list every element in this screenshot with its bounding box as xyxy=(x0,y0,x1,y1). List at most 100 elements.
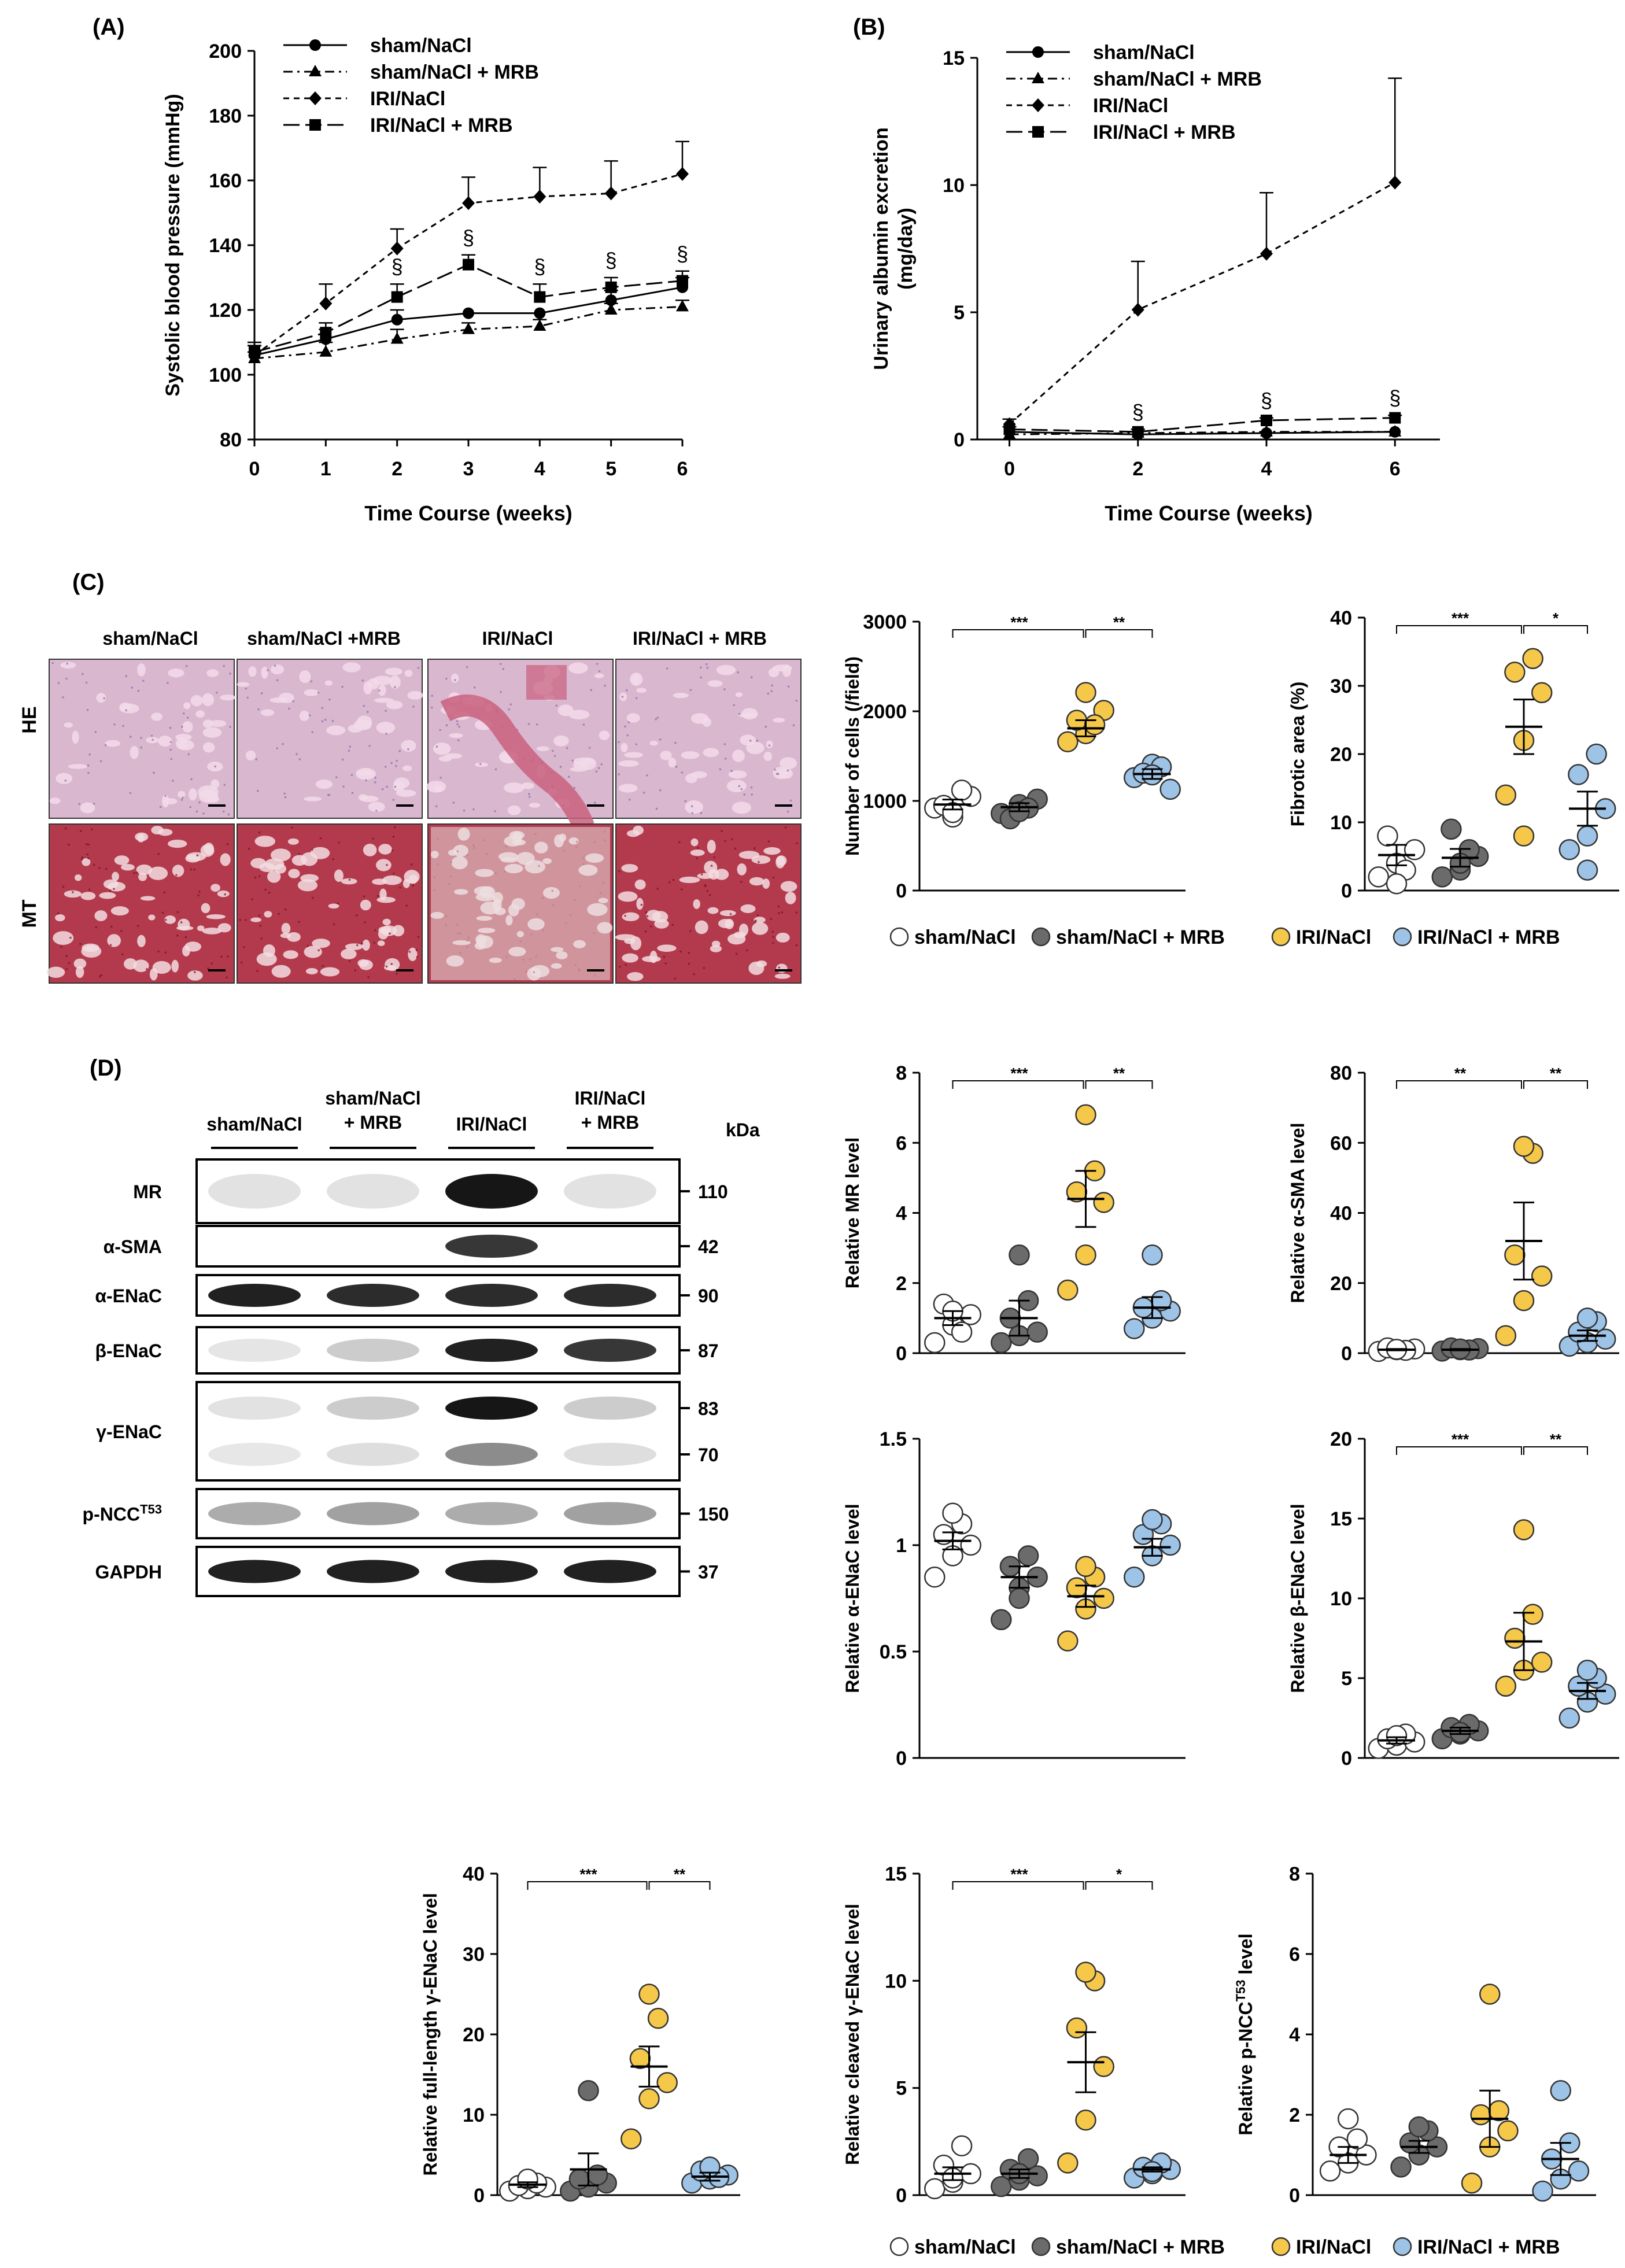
tissue-lumen xyxy=(378,684,386,696)
y-tick-label: 140 xyxy=(209,235,242,257)
tissue-nucleus xyxy=(392,799,395,801)
tissue-lumen xyxy=(305,968,318,974)
data-point xyxy=(463,307,474,319)
tissue-nucleus xyxy=(172,780,174,782)
blot-row-label: p-NCCT53 xyxy=(83,1502,162,1525)
tissue-nucleus xyxy=(284,908,287,911)
y-tick-label: 1 xyxy=(896,1535,907,1557)
tissue-lumen xyxy=(657,944,677,952)
tissue-nucleus xyxy=(310,680,313,683)
tissue-lumen xyxy=(768,668,780,678)
legend-label: sham/NaCl + MRB xyxy=(1056,2236,1225,2258)
tissue-lumen xyxy=(178,791,186,799)
dot-point xyxy=(1513,1136,1535,1157)
tissue-nucleus xyxy=(393,872,395,875)
tissue-nucleus xyxy=(473,686,476,689)
tissue-nucleus xyxy=(410,863,413,866)
tissue-lumen xyxy=(360,899,371,911)
tissue-nucleus xyxy=(502,668,505,670)
tissue-nucleus xyxy=(361,679,364,682)
significance-mark: § xyxy=(1261,389,1272,412)
tissue-nucleus xyxy=(85,843,88,845)
tissue-nucleus xyxy=(298,758,301,760)
y-tick-label: 0 xyxy=(896,1748,907,1770)
tissue-nucleus xyxy=(164,795,167,797)
legend-dot xyxy=(889,927,909,947)
tissue-lumen xyxy=(60,662,76,669)
tissue-nucleus xyxy=(777,905,780,908)
significance-label: *** xyxy=(579,1866,597,1883)
tissue-lumen xyxy=(402,878,410,888)
tissue-lumen xyxy=(392,925,405,937)
tissue-nucleus xyxy=(772,941,774,944)
tissue-nucleus xyxy=(157,950,160,953)
tissue-lumen xyxy=(80,892,96,900)
significance-label: *** xyxy=(1452,1431,1469,1448)
legend-marker xyxy=(1032,98,1044,112)
tissue-nucleus xyxy=(551,749,554,752)
legend-label: IRI/NaCl + MRB xyxy=(370,114,513,136)
blot-band xyxy=(564,1443,656,1466)
tissue-nucleus xyxy=(100,974,103,977)
blot-row-label: β-ENaC xyxy=(95,1340,162,1361)
x-tick-label: 1 xyxy=(320,458,331,480)
significance-bracket xyxy=(1085,629,1153,638)
tissue-nucleus xyxy=(756,740,759,742)
tissue-nucleus xyxy=(292,700,294,703)
dot-point xyxy=(1124,1318,1145,1339)
blot-group-label: IRI/NaCl xyxy=(456,1114,527,1135)
tissue-lumen xyxy=(594,673,604,678)
tissue-nucleus xyxy=(378,689,381,692)
dot-point xyxy=(1504,662,1526,683)
legend-label: IRI/NaCl + MRB xyxy=(1093,121,1236,143)
tissue-lumen xyxy=(774,973,791,979)
significance-mark: § xyxy=(392,254,403,278)
tissue-nucleus xyxy=(527,723,530,725)
tissue-lumen xyxy=(450,673,459,683)
tissue-lumen xyxy=(80,802,95,814)
data-point xyxy=(605,281,617,293)
x-tick-label: 0 xyxy=(249,458,260,480)
series-line xyxy=(1009,417,1395,433)
tissue-lumen xyxy=(209,720,227,727)
tissue-nucleus xyxy=(629,799,631,801)
dot-point xyxy=(1404,839,1425,860)
histo-col-label-2: sham/NaCl +MRB xyxy=(247,628,401,649)
dot-point xyxy=(1346,2128,1368,2149)
tissue-nucleus xyxy=(105,867,108,870)
y-tick-label: 180 xyxy=(209,105,242,127)
y-axis-title: Relative MR level xyxy=(842,1137,863,1288)
tissue-nucleus xyxy=(723,688,726,690)
tissue-nucleus xyxy=(700,676,702,679)
tissue-lumen xyxy=(710,945,722,952)
tissue-lumen xyxy=(304,796,322,801)
tissue-nucleus xyxy=(659,789,662,792)
tissue-nucleus xyxy=(705,663,708,666)
tissue-lumen xyxy=(716,664,736,675)
tissue-lumen xyxy=(148,914,156,921)
legend-dot xyxy=(1271,2237,1291,2256)
tissue-lumen xyxy=(137,934,146,947)
tissue-nucleus xyxy=(198,890,201,893)
blot-band xyxy=(445,1502,538,1525)
tissue-nucleus xyxy=(528,796,531,798)
legend-label: sham/NaCl xyxy=(1093,42,1195,64)
tissue-lumen xyxy=(326,725,346,736)
legend-label: sham/NaCl + MRB xyxy=(370,61,539,83)
tissue-nucleus xyxy=(88,888,91,891)
tissue-nucleus xyxy=(733,704,736,707)
x-tick-label: 0 xyxy=(1004,458,1015,480)
y-axis-title-tail: level xyxy=(1235,1933,1256,1979)
tissue-nucleus xyxy=(553,755,556,757)
blot-row-label: α-ENaC xyxy=(95,1286,162,1306)
tissue-lumen xyxy=(766,740,773,748)
dot-point xyxy=(1009,1587,1030,1609)
tissue-lumen xyxy=(237,682,250,687)
tissue-nucleus xyxy=(268,891,271,894)
tissue-nucleus xyxy=(356,914,358,917)
y-tick-label: 40 xyxy=(1330,607,1352,629)
tissue-nucleus xyxy=(363,895,365,897)
tissue-nucleus xyxy=(98,867,101,870)
tissue-nucleus xyxy=(282,743,284,745)
tissue-nucleus xyxy=(386,785,388,788)
